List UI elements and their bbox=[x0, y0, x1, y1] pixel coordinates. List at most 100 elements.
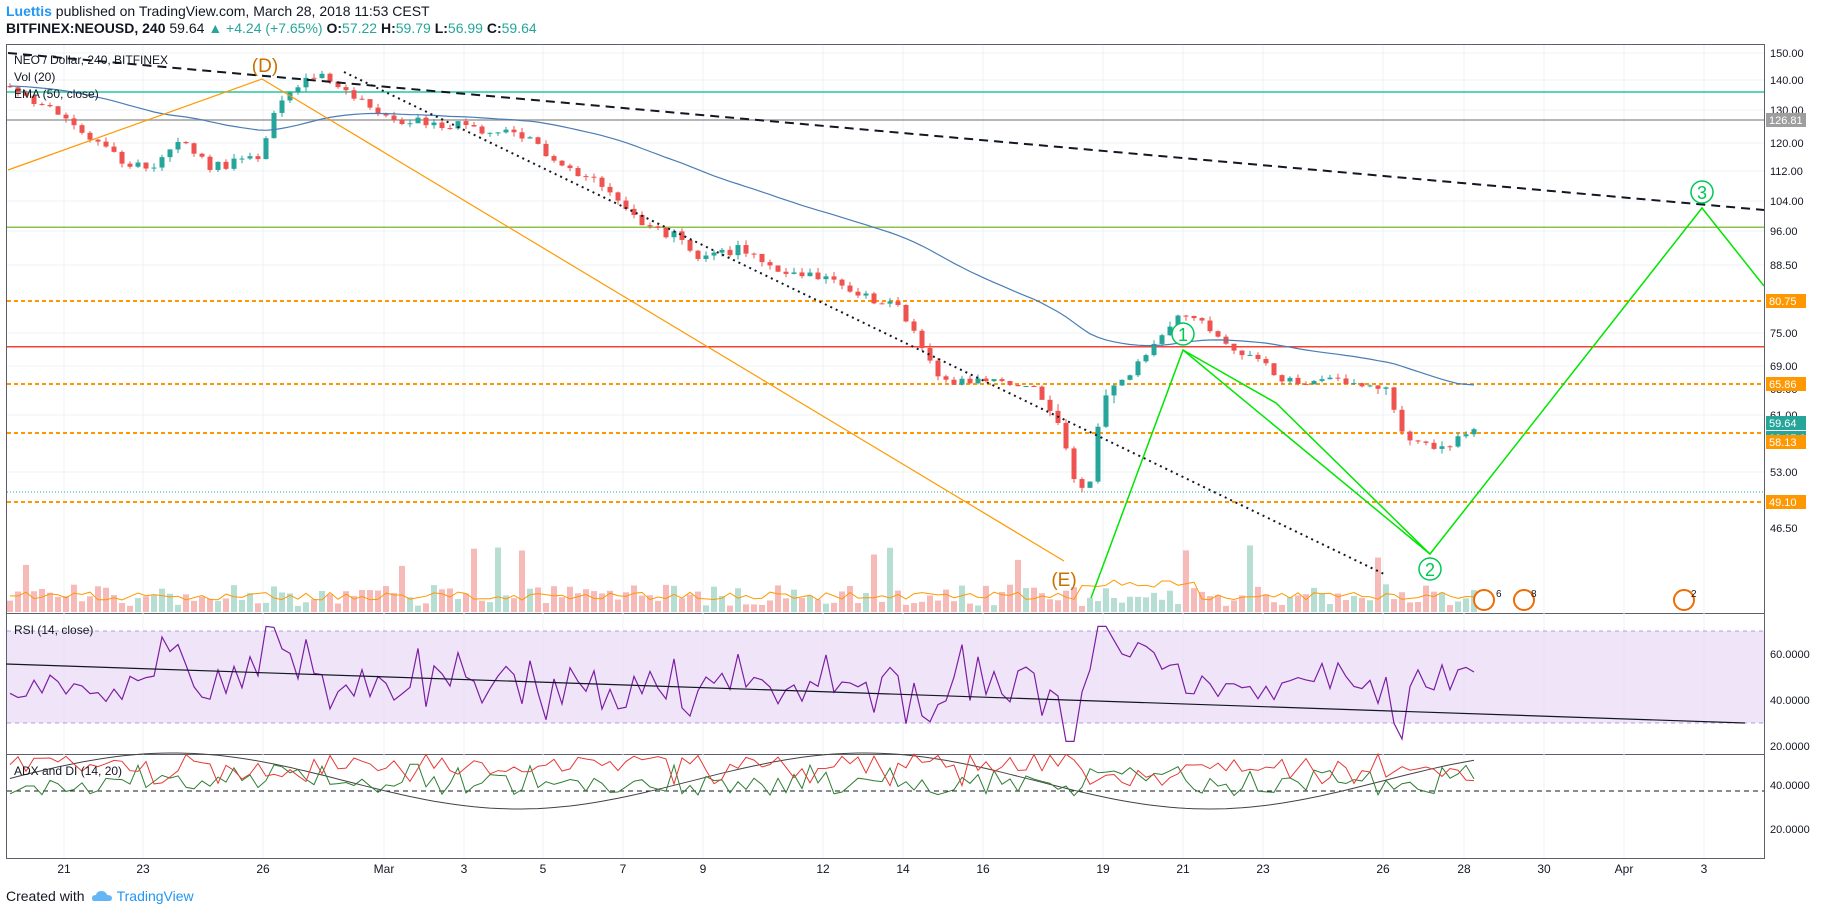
price-tick: 150.00 bbox=[1770, 48, 1804, 60]
price-badge: 58.13 bbox=[1766, 435, 1806, 449]
price-tick: 112.00 bbox=[1770, 166, 1803, 178]
time-tick: 16 bbox=[976, 862, 990, 876]
green-channel bbox=[1182, 349, 1431, 555]
rsi-tick: 20.0000 bbox=[1770, 741, 1810, 753]
ohlc-o-label: O: bbox=[326, 20, 343, 36]
price-tick: 120.00 bbox=[1770, 138, 1804, 150]
time-tick: 23 bbox=[1256, 862, 1270, 876]
svg-text:65.86: 65.86 bbox=[1769, 379, 1797, 391]
time-tick: 26 bbox=[256, 862, 270, 876]
event-marker-3[interactable]: 2 bbox=[1673, 589, 1697, 611]
publish-info: Luettis published on TradingView.com, Ma… bbox=[6, 3, 430, 19]
grid bbox=[7, 45, 1764, 858]
adx-tick: 40.0000 bbox=[1770, 780, 1810, 792]
ohlc-close: 59.64 bbox=[501, 20, 537, 36]
rsi-tick: 60.0000 bbox=[1770, 649, 1810, 661]
price-tick: 104.00 bbox=[1770, 196, 1804, 208]
rsi-tick: 40.0000 bbox=[1770, 695, 1810, 707]
time-tick: 5 bbox=[540, 862, 547, 876]
svg-text:126.81: 126.81 bbox=[1769, 115, 1803, 127]
ohlc-high: 59.79 bbox=[395, 20, 431, 36]
chart-frame bbox=[6, 44, 1765, 859]
event-count-1: 6 bbox=[1496, 589, 1502, 600]
volume-ma-line bbox=[9, 579, 1475, 601]
svg-text:80.75: 80.75 bbox=[1769, 296, 1797, 308]
legend-title: NEO / Dollar, 240, BITFINEX bbox=[14, 53, 168, 67]
time-tick: 12 bbox=[816, 862, 830, 876]
wave-circle-2 bbox=[1418, 557, 1442, 581]
ohlc-low: 56.99 bbox=[447, 20, 483, 36]
di-plus-line bbox=[9, 763, 1475, 797]
horizontal-levels bbox=[7, 91, 1764, 503]
symbol-name: BITFINEX:NEOUSD, 240 bbox=[6, 20, 166, 36]
rsi-title: RSI (14, close) bbox=[14, 623, 93, 637]
time-tick: 21 bbox=[1176, 862, 1190, 876]
ohlc-c-label: C: bbox=[486, 20, 502, 36]
tradingview-logo[interactable]: TradingView bbox=[91, 888, 194, 904]
rsi-band bbox=[7, 631, 1764, 723]
time-tick: 7 bbox=[620, 862, 627, 876]
legend-ema: EMA (50, close) bbox=[14, 87, 99, 101]
price-tick: 53.00 bbox=[1770, 467, 1798, 479]
price-tick: 88.50 bbox=[1770, 260, 1798, 272]
wave-circle-1 bbox=[1171, 322, 1195, 346]
event-count-2: 8 bbox=[1531, 589, 1537, 600]
adx-tick: 20.0000 bbox=[1770, 824, 1810, 836]
wave-label-3: 3 bbox=[1697, 183, 1707, 203]
time-tick: 14 bbox=[896, 862, 910, 876]
price-tick: 96.00 bbox=[1770, 226, 1798, 238]
time-tick: 9 bbox=[700, 862, 707, 876]
event-marker-2[interactable]: 8 bbox=[1513, 589, 1537, 611]
wave-label-e: (E) bbox=[1051, 570, 1076, 591]
ohlc-h-label: H: bbox=[380, 20, 396, 36]
adx-title: ADX and DI (14, 20) bbox=[14, 764, 122, 778]
di-minus-line bbox=[9, 752, 1475, 788]
svg-text:59.64: 59.64 bbox=[1769, 418, 1797, 430]
ohlc-l-label: L: bbox=[434, 20, 448, 36]
time-tick: 26 bbox=[1376, 862, 1390, 876]
wave-circle-3 bbox=[1690, 180, 1714, 204]
green-wave-projection bbox=[1090, 206, 1765, 599]
axes: 150.00140.00130.00120.00112.00104.0096.0… bbox=[57, 48, 1812, 876]
last-price: 59.64 bbox=[169, 20, 205, 36]
time-tick: 28 bbox=[1457, 862, 1471, 876]
published-text: published on TradingView.com, March 28, … bbox=[55, 3, 430, 19]
legend-vol: Vol (20) bbox=[14, 70, 55, 84]
price-tick: 140.00 bbox=[1770, 75, 1804, 87]
event-marker-1[interactable]: 6 bbox=[1473, 589, 1502, 611]
price-badge: 65.86 bbox=[1766, 377, 1806, 391]
created-with: Created with bbox=[6, 888, 85, 904]
candles bbox=[7, 71, 1477, 493]
author-link[interactable]: Luettis bbox=[6, 3, 52, 19]
price-tick: 75.00 bbox=[1770, 328, 1798, 340]
ohlc-open: 57.22 bbox=[342, 20, 378, 36]
event-count-3: 2 bbox=[1691, 589, 1697, 600]
cloud-icon bbox=[91, 891, 112, 901]
time-tick: 30 bbox=[1537, 862, 1551, 876]
svg-text:49.10: 49.10 bbox=[1769, 497, 1797, 509]
time-tick: 3 bbox=[1701, 862, 1708, 876]
wave-label-2: 2 bbox=[1425, 560, 1435, 580]
rsi-trendline bbox=[5, 663, 1746, 724]
adx-line bbox=[9, 752, 1475, 810]
price-badge: 59.64 bbox=[1766, 416, 1806, 430]
footer: Created with TradingView bbox=[6, 888, 194, 904]
ema-line bbox=[9, 85, 1475, 386]
time-tick: 19 bbox=[1096, 862, 1110, 876]
orange-wave-lines bbox=[7, 78, 1065, 562]
rsi-line bbox=[9, 625, 1475, 742]
volume-bars bbox=[7, 545, 1477, 612]
long-trendline bbox=[7, 52, 1765, 211]
price-tick: 46.50 bbox=[1770, 523, 1798, 535]
tradingview-brand: TradingView bbox=[116, 888, 194, 904]
price-change: ▲ +4.24 (+7.65%) bbox=[208, 20, 323, 36]
wave-label-d: (D) bbox=[252, 56, 278, 77]
price-badge: 80.75 bbox=[1766, 294, 1806, 308]
time-tick: 3 bbox=[461, 862, 468, 876]
price-badge: 49.10 bbox=[1766, 495, 1806, 509]
price-badge: 126.81 bbox=[1766, 113, 1806, 127]
wave-label-1: 1 bbox=[1178, 325, 1188, 345]
symbol-line: BITFINEX:NEOUSD, 240 59.64 ▲ +4.24 (+7.6… bbox=[6, 20, 537, 36]
time-tick: 21 bbox=[57, 862, 71, 876]
